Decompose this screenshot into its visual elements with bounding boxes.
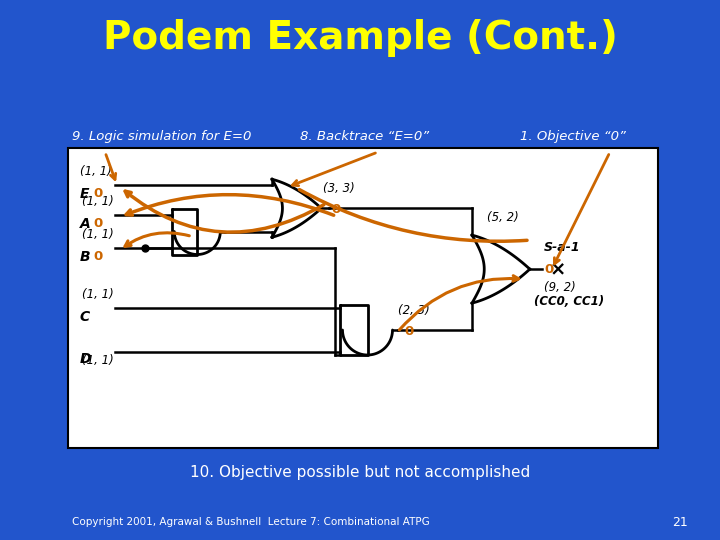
Text: 10. Objective possible but not accomplished: 10. Objective possible but not accomplis…: [190, 464, 530, 480]
Text: 9. Logic simulation for E=0: 9. Logic simulation for E=0: [72, 130, 251, 143]
Text: (1, 1): (1, 1): [82, 354, 114, 367]
Text: 0: 0: [545, 263, 554, 276]
Text: 21: 21: [672, 516, 688, 529]
Text: (2, 3): (2, 3): [397, 304, 429, 317]
Text: 8. Backtrace “E=0”: 8. Backtrace “E=0”: [300, 130, 429, 143]
Bar: [68, 148, 658, 448]
Text: (1, 1): (1, 1): [82, 195, 114, 208]
Text: E: E: [80, 187, 89, 201]
Text: Podem Example (Cont.): Podem Example (Cont.): [102, 19, 618, 57]
Text: (3, 3): (3, 3): [323, 183, 355, 195]
Text: 0: 0: [93, 187, 102, 200]
Text: A: A: [80, 217, 91, 231]
Text: (1, 1): (1, 1): [82, 288, 114, 301]
Text: ×: ×: [550, 260, 566, 279]
Text: 0: 0: [331, 203, 341, 216]
Text: B: B: [80, 250, 91, 264]
Text: (9, 2): (9, 2): [544, 281, 575, 294]
Text: 1. Objective “0”: 1. Objective “0”: [520, 130, 626, 143]
Text: (1, 1): (1, 1): [82, 228, 114, 241]
Text: (5, 2): (5, 2): [487, 211, 518, 224]
Text: S-a-1: S-a-1: [544, 241, 580, 254]
Text: D: D: [80, 352, 91, 366]
Text: (CC0, CC1): (CC0, CC1): [534, 295, 604, 308]
Text: Copyright 2001, Agrawal & Bushnell  Lecture 7: Combinational ATPG: Copyright 2001, Agrawal & Bushnell Lectu…: [72, 517, 430, 527]
Text: 0: 0: [405, 325, 414, 338]
Text: 0: 0: [93, 217, 102, 230]
Text: C: C: [80, 310, 90, 324]
Text: (1, 1): (1, 1): [80, 165, 112, 178]
Text: 0: 0: [93, 250, 102, 263]
